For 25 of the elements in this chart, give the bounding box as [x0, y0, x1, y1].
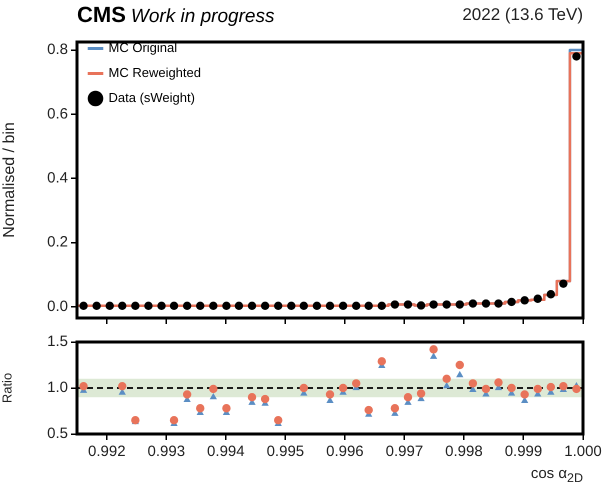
y-tick-label: 0.4 — [47, 170, 68, 187]
y-axis-title: Ratio — [0, 372, 14, 404]
x-tick-label: 1.000 — [564, 443, 602, 460]
text: 2022 (13.6 TeV) — [462, 5, 583, 25]
chart-title: CMS — [77, 2, 126, 27]
x-tick-label: 0.998 — [445, 443, 483, 460]
y-tick-label: 0.0 — [47, 298, 68, 315]
y-tick-label: 1.5 — [47, 333, 68, 350]
y-tick-label: 0.8 — [47, 41, 68, 58]
y-axis-title: Normalised / bin — [1, 122, 18, 238]
x-axis-title: cos α$_{2D}$ — [530, 465, 583, 485]
x-tick-label: 0.995 — [266, 443, 304, 460]
x-tick-label: 0.992 — [88, 443, 126, 460]
legend-label: Data (sWeight) — [108, 90, 195, 106]
y-tick-label: 0.2 — [47, 234, 68, 251]
x-tick-label: 0.997 — [386, 443, 424, 460]
x-tick-label: 0.993 — [148, 443, 186, 460]
x-tick-label: 0.996 — [326, 443, 364, 460]
x-tick-label: 0.999 — [504, 443, 542, 460]
chart-subtitle: Work in progress — [130, 6, 274, 27]
legend-label: MC Reweighted — [108, 65, 201, 80]
y-tick-label: 1.0 — [47, 379, 68, 396]
x-tick-label: 0.994 — [207, 443, 245, 460]
y-tick-label: 0.6 — [47, 105, 68, 122]
y-tick-label: 0.5 — [47, 425, 68, 442]
